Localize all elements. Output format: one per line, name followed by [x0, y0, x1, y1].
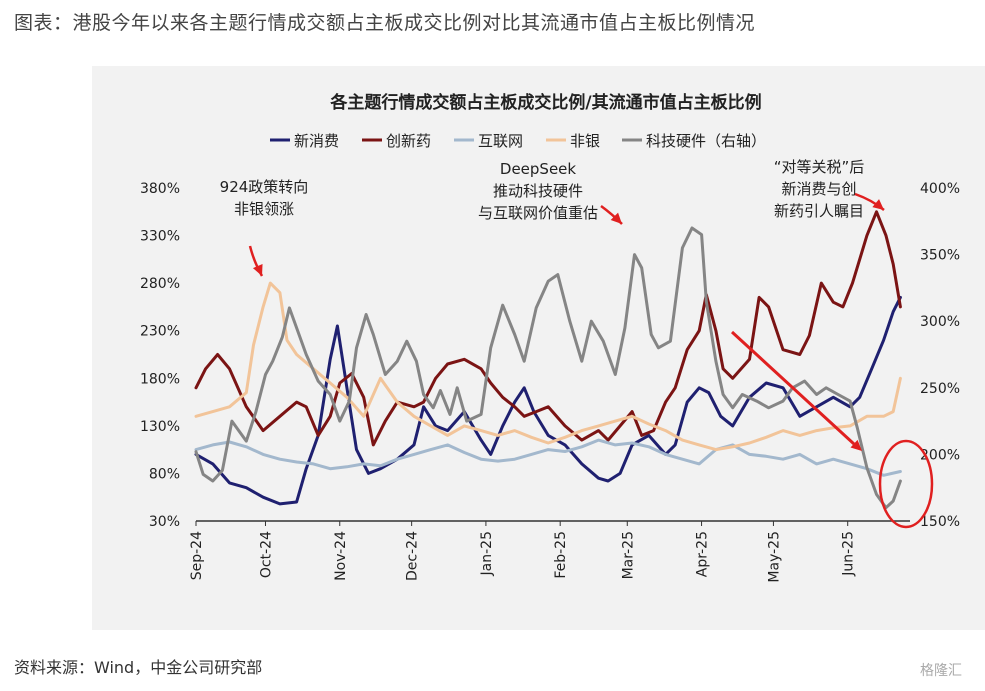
x-tick-label: Jan-25: [479, 531, 495, 576]
legend-label: 创新药: [386, 132, 431, 150]
left-tick-label: 80%: [149, 466, 180, 482]
annotation-layer: 924政策转向非银领涨 DeepSeek 推动科技硬件与互联网价值重估 “对等关税”后…: [220, 158, 934, 529]
x-tick-label: Nov-24: [333, 531, 349, 581]
legend-label: 非银: [570, 132, 600, 150]
annotation-line: 新消费与创: [781, 180, 856, 198]
legend-label: 新消费: [294, 132, 339, 150]
legend-label: 互联网: [478, 132, 523, 150]
left-tick-label: 30%: [149, 514, 180, 530]
x-tick-label: Feb-25: [553, 531, 569, 579]
x-tick-label: Dec-24: [405, 531, 421, 581]
x-tick-label: Sep-24: [189, 531, 205, 580]
annotation-line: 与互联网价值重估: [478, 204, 598, 222]
highlight-circle: [878, 439, 934, 529]
right-tick-label: 250%: [920, 381, 960, 397]
series-layer: [194, 210, 902, 510]
legend: 新消费 创新药 互联网 非银 科技硬件（右轴）: [270, 132, 766, 150]
left-tick-label: 180%: [140, 371, 180, 387]
chart-panel: 各主题行情成交额占主板成交比例/其流通市值占主板比例 新消费 创新药 互联网 非银 科技…: [92, 66, 985, 630]
highlight-arrow-head: [850, 439, 862, 451]
x-tick-label: Oct-24: [258, 531, 274, 578]
annotation-line: “对等关税”后: [774, 158, 865, 176]
x-tick-label: Jun-25: [841, 531, 857, 577]
source-note: 资料来源：Wind，中金公司研究部: [14, 658, 263, 677]
right-tick-label: 200%: [920, 447, 960, 463]
annotation-arrow-head: [252, 264, 263, 276]
figure-title: 图表：港股今年以来各主题行情成交额占主板成交比例对比其流通市值占主板比例情况: [14, 12, 756, 34]
left-tick-label: 130%: [140, 419, 180, 435]
right-tick-label: 350%: [920, 248, 960, 264]
left-tick-label: 230%: [140, 324, 180, 340]
annotation-text: “对等关税”后新消费与创新药引人瞩目: [774, 158, 865, 220]
highlight-arrow: [730, 330, 856, 446]
series-line-科技硬件（右轴）: [194, 226, 902, 510]
x-tick-label: Apr-25: [695, 531, 711, 577]
right-tick-label: 300%: [920, 314, 960, 330]
series-line-非银: [194, 281, 902, 452]
series-line-新消费: [194, 295, 902, 506]
x-tick-label: Mar-25: [620, 531, 636, 579]
annotation-line: 924政策转向: [220, 178, 309, 196]
annotation-line: 新药引人瞩目: [774, 202, 864, 220]
x-tick-label: May-25: [766, 531, 782, 583]
annotation-line: 非银领涨: [234, 200, 294, 218]
annotation-line: DeepSeek: [500, 160, 577, 178]
left-tick-label: 380%: [140, 181, 180, 197]
annotation-line: 推动科技硬件: [493, 182, 583, 200]
annotation-text: 924政策转向非银领涨: [220, 178, 309, 218]
annotation-arrow-head: [872, 199, 884, 210]
chart-title: 各主题行情成交额占主板成交比例/其流通市值占主板比例: [329, 92, 761, 113]
legend-label: 科技硬件（右轴）: [646, 132, 766, 150]
right-tick-label: 150%: [920, 514, 960, 530]
watermark: 格隆汇: [920, 663, 962, 679]
series-line-互联网: [194, 438, 902, 477]
annotation-arrow-head: [610, 212, 622, 224]
left-tick-label: 280%: [140, 276, 180, 292]
chart-canvas: 各主题行情成交额占主板成交比例/其流通市值占主板比例 新消费 创新药 互联网 非银 科技…: [140, 92, 960, 583]
right-tick-label: 400%: [920, 181, 960, 197]
axes: 30% 80% 130% 180% 230% 280% 330% 380% 150% 200% 25…: [140, 181, 960, 583]
left-tick-label: 330%: [140, 229, 180, 245]
annotation-text: DeepSeek 推动科技硬件与互联网价值重估: [478, 160, 598, 222]
